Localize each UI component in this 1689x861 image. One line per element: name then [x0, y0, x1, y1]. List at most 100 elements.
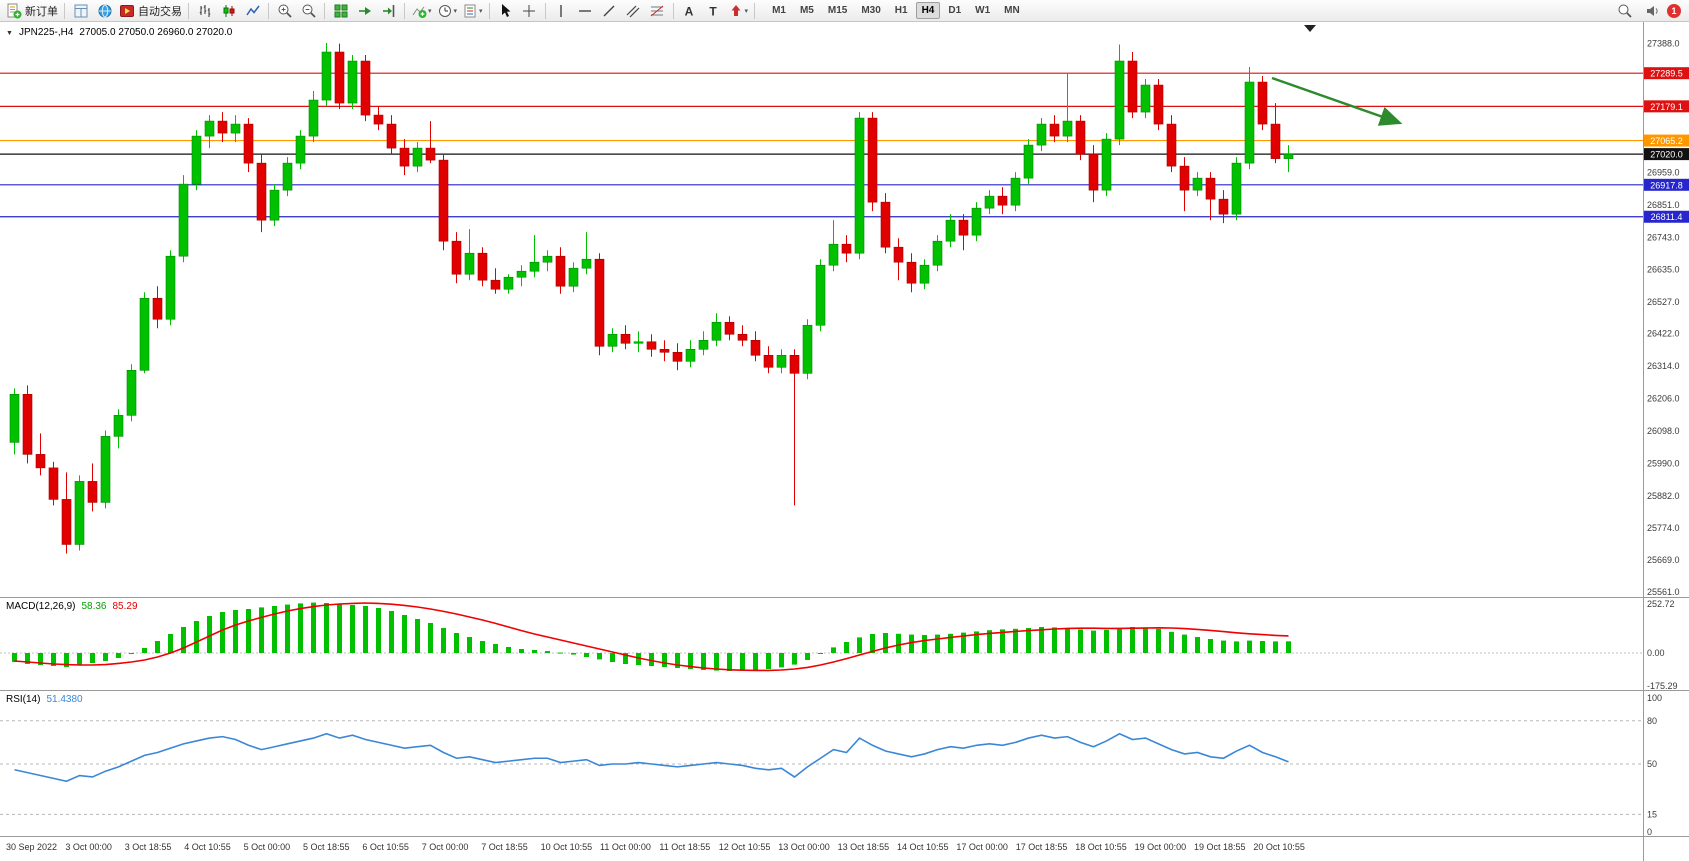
- candle-body: [581, 258, 592, 269]
- time-axis-label: 20 Oct 10:55: [1253, 842, 1305, 852]
- timeframe-m1-button[interactable]: M1: [772, 5, 786, 16]
- search-button[interactable]: [1613, 1, 1636, 20]
- time-axis-label: 11 Oct 18:55: [659, 842, 710, 852]
- macd-bar: [1195, 637, 1200, 653]
- timeframe-w1-button[interactable]: W1: [975, 5, 991, 16]
- candle-body: [620, 333, 631, 344]
- zoom-in-button[interactable]: [273, 1, 296, 20]
- chart-shift-icon: [382, 4, 394, 17]
- price-tag: [1644, 148, 1689, 161]
- candle-body: [698, 339, 709, 350]
- candle-body: [22, 394, 33, 455]
- templates-button[interactable]: ▾: [460, 1, 485, 20]
- price-tick-label: 25561.0: [1647, 587, 1680, 597]
- fibonacci-icon: [650, 5, 664, 16]
- macd-bar: [1273, 641, 1278, 653]
- timeframe-m30-button[interactable]: M30: [861, 5, 881, 16]
- macd-bar: [1000, 629, 1005, 653]
- text-button[interactable]: A: [678, 1, 701, 20]
- timeframe-h4-button[interactable]: H4: [915, 2, 941, 19]
- time-axis-label: 14 Oct 10:55: [897, 842, 949, 852]
- candle-body: [165, 255, 176, 320]
- rsi-axis-label: 80: [1647, 716, 1657, 726]
- zoom-out-icon: [302, 4, 316, 18]
- candle-body: [529, 261, 540, 272]
- timeframe-d1-button[interactable]: D1: [948, 5, 962, 16]
- macd-bar: [493, 644, 498, 653]
- time-axis-label: 11 Oct 00:00: [600, 842, 651, 852]
- macd-bar: [506, 647, 511, 653]
- trendline-button[interactable]: [598, 1, 621, 20]
- macd-axis-label: 252.72: [1647, 599, 1675, 609]
- macd-bar: [376, 608, 381, 653]
- timeframe-h1-button[interactable]: H1: [894, 5, 908, 16]
- candle-body: [399, 147, 410, 167]
- auto-scroll-button[interactable]: [353, 1, 376, 20]
- candle-body: [1049, 123, 1060, 137]
- candle-body: [386, 123, 397, 149]
- candle-body: [295, 135, 306, 164]
- notification-badge[interactable]: 1: [1667, 3, 1681, 18]
- candle-body: [958, 219, 969, 236]
- channel-button[interactable]: [622, 1, 645, 20]
- bar-chart-button[interactable]: [193, 1, 216, 20]
- candle-body: [633, 341, 644, 344]
- one-click-trading-toggle[interactable]: ▼: [6, 30, 13, 37]
- candle-body: [61, 499, 72, 545]
- crosshair-button[interactable]: [518, 1, 541, 20]
- horizontal-line-icon: [579, 9, 592, 12]
- symbol-period-label: JPN225-,H4: [18, 27, 74, 38]
- periods-button[interactable]: ▾: [435, 1, 460, 20]
- price-tick-label: 26851.0: [1647, 200, 1680, 210]
- macd-bar: [1130, 627, 1135, 653]
- community-button[interactable]: [93, 1, 116, 20]
- time-axis-label: 7 Oct 00:00: [422, 842, 469, 852]
- chart-shift-marker[interactable]: [1304, 25, 1316, 32]
- macd-bar: [753, 653, 758, 670]
- macd-bar: [1052, 627, 1057, 653]
- candle-body: [204, 120, 215, 137]
- indicators-button[interactable]: ▾: [409, 1, 434, 20]
- macd-bar: [727, 653, 732, 671]
- timeframe-m5-button[interactable]: M5: [799, 5, 814, 16]
- cursor-button[interactable]: [494, 1, 517, 20]
- alerts-button[interactable]: [1640, 1, 1663, 20]
- macd-bar: [220, 612, 225, 653]
- price-tag-label: 26917.8: [1650, 180, 1683, 190]
- price-axis[interactable]: 27388.0 26959.0 26851.0 26743.0 26635.0 26527…: [1643, 22, 1689, 861]
- vertical-line-button[interactable]: [550, 1, 573, 20]
- timeframe-m15-button[interactable]: M15: [827, 5, 848, 16]
- horizontal-line-button[interactable]: [574, 1, 597, 20]
- macd-bar: [168, 634, 173, 653]
- auto-trading-button[interactable]: 自动交易: [117, 1, 184, 20]
- macd-bar: [324, 603, 329, 653]
- rsi-axis-label: 100: [1647, 693, 1662, 703]
- line-chart-button[interactable]: [241, 1, 264, 20]
- tile-windows-button[interactable]: [329, 1, 352, 20]
- macd-bar: [363, 606, 368, 653]
- candlestick-chart-button[interactable]: [217, 1, 240, 20]
- time-axis-label: 5 Oct 00:00: [244, 842, 291, 852]
- fibonacci-button[interactable]: [646, 1, 669, 20]
- zoom-out-button[interactable]: [297, 1, 320, 20]
- toolbar-separator: [404, 2, 405, 19]
- text-label-button[interactable]: T: [702, 1, 725, 20]
- macd-axis-label: -175.29: [1647, 681, 1678, 691]
- data-window-button[interactable]: [69, 1, 92, 20]
- price-tag: [1644, 178, 1689, 191]
- rsi-axis-label: 15: [1647, 809, 1657, 819]
- price-tick-label: 25669.0: [1647, 555, 1680, 565]
- time-axis-label: 18 Oct 10:55: [1075, 842, 1127, 852]
- new-order-button[interactable]: 新订单: [4, 1, 60, 20]
- candle-body: [789, 354, 800, 374]
- timeframe-mn-button[interactable]: MN: [1004, 5, 1020, 16]
- trend-arrow[interactable]: [1271, 76, 1403, 126]
- candle-body: [984, 195, 995, 209]
- time-axis[interactable]: 30 Sep 2022 3 Oct 00:00 3 Oct 18:55 4 Oct 1…: [6, 842, 1305, 852]
- arrows-button[interactable]: ▾: [726, 1, 751, 20]
- chart-shift-button[interactable]: [377, 1, 400, 20]
- crosshair-icon: [523, 4, 536, 17]
- price-tick-label: 25882.0: [1647, 491, 1680, 501]
- candle-body: [113, 415, 124, 437]
